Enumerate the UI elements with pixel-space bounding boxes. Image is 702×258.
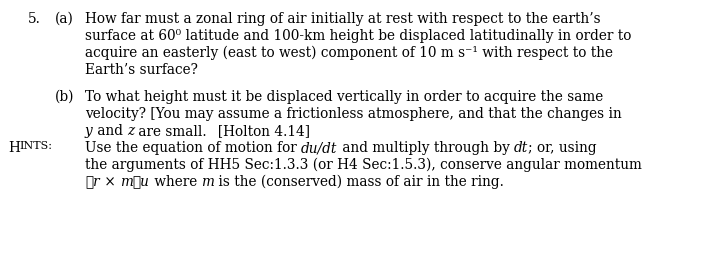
Text: where: where bbox=[150, 175, 201, 189]
Text: and: and bbox=[93, 124, 127, 138]
Text: INTS:: INTS: bbox=[20, 141, 53, 151]
Text: and multiply through by: and multiply through by bbox=[338, 141, 514, 155]
Text: 5.: 5. bbox=[28, 12, 41, 26]
Text: surface at 60⁰ latitude and 100-km height be displaced latitudinally in order to: surface at 60⁰ latitude and 100-km heigh… bbox=[85, 29, 631, 43]
Text: Earth’s surface?: Earth’s surface? bbox=[85, 63, 198, 77]
Text: ×: × bbox=[100, 175, 120, 189]
Text: (b): (b) bbox=[55, 90, 74, 104]
Text: the arguments of HH5 Sec:1.3.3 (or H4 Sec:1.5.3), conserve angular momentum: the arguments of HH5 Sec:1.3.3 (or H4 Se… bbox=[85, 158, 642, 172]
Text: ⃗u: ⃗u bbox=[133, 175, 150, 189]
Text: m: m bbox=[120, 175, 133, 189]
Text: How far must a zonal ring of air initially at rest with respect to the earth’s: How far must a zonal ring of air initial… bbox=[85, 12, 601, 26]
Text: acquire an easterly (east to west) component of 10 m s⁻¹ with respect to the: acquire an easterly (east to west) compo… bbox=[85, 46, 613, 60]
Text: (a): (a) bbox=[55, 12, 74, 26]
Text: To what height must it be displaced vertically in order to acquire the same: To what height must it be displaced vert… bbox=[85, 90, 603, 104]
Text: y: y bbox=[85, 124, 93, 138]
Text: ; or, using: ; or, using bbox=[528, 141, 597, 155]
Text: z: z bbox=[127, 124, 134, 138]
Text: du/dt: du/dt bbox=[301, 141, 338, 155]
Text: H: H bbox=[8, 141, 20, 155]
Text: ⃗r: ⃗r bbox=[85, 175, 100, 189]
Text: dt: dt bbox=[514, 141, 528, 155]
Text: is the (conserved) mass of air in the ring.: is the (conserved) mass of air in the ri… bbox=[214, 175, 504, 189]
Text: are small.  [Holton 4.14]: are small. [Holton 4.14] bbox=[134, 124, 310, 138]
Text: velocity? [You may assume a frictionless atmosphere, and that the changes in: velocity? [You may assume a frictionless… bbox=[85, 107, 622, 121]
Text: m: m bbox=[201, 175, 214, 189]
Text: Use the equation of motion for: Use the equation of motion for bbox=[85, 141, 301, 155]
